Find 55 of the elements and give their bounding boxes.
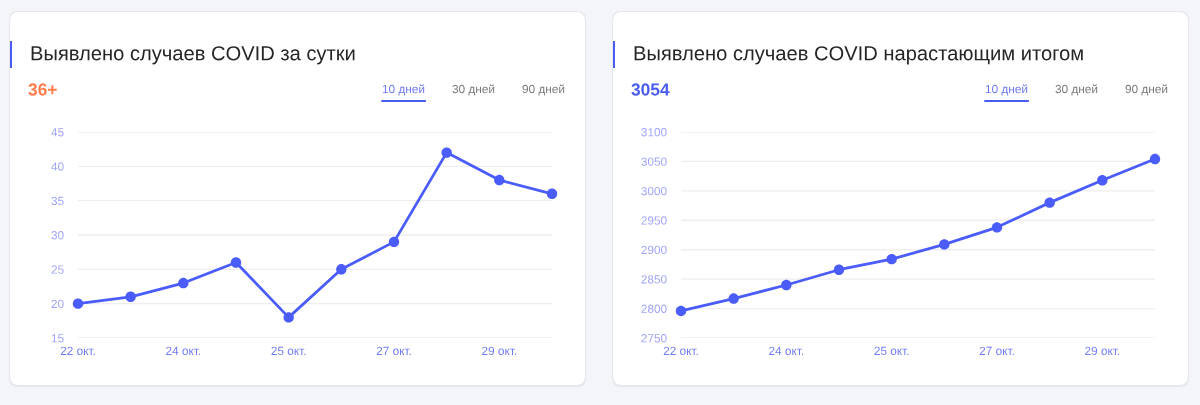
y-tick-label: 35 [51, 196, 64, 206]
x-tick-label: 27 окт. [376, 346, 411, 355]
x-tick-label: 25 окт. [874, 346, 909, 355]
point [72, 298, 84, 309]
point [728, 293, 739, 304]
y-tick-label: 3100 [641, 128, 667, 137]
text: 30 дней [452, 84, 495, 96]
text: 30 дней [1055, 84, 1098, 96]
y-tick-label: 2800 [641, 304, 667, 313]
y-tick-label: 2850 [641, 275, 667, 284]
point [546, 188, 558, 200]
point [991, 222, 1003, 233]
chart-subtitle: 36+ [28, 83, 57, 96]
x-tick-label: 27 окт. [979, 346, 1014, 355]
y-tick-label: 3050 [641, 157, 667, 166]
y-tick-label: 2900 [641, 245, 667, 255]
y-tick-label: 25 [51, 265, 64, 274]
x-tick-label: 24 окт. [769, 346, 804, 355]
x-tick-label: 22 окт. [663, 346, 698, 355]
text: 10 дней [382, 84, 425, 96]
point [441, 147, 452, 158]
chart-subtitle: 3054 [631, 83, 670, 96]
point [178, 277, 189, 289]
point [939, 239, 950, 250]
y-tick-label: 2950 [641, 216, 667, 225]
point [230, 257, 242, 268]
y-tick-label: 45 [51, 128, 64, 137]
y-tick-label: 15 [51, 334, 64, 343]
text: 90 дней [522, 84, 565, 96]
point [1149, 153, 1161, 165]
point [336, 264, 347, 275]
point [1097, 175, 1108, 186]
y-tick-label: 40 [51, 162, 64, 171]
x-tick-label: 29 окт. [482, 346, 517, 355]
text: 10 дней [985, 84, 1028, 96]
x-tick-label: 24 окт. [166, 346, 201, 355]
point [494, 174, 505, 186]
y-tick-label: 2750 [641, 334, 667, 343]
point [886, 253, 897, 265]
y-tick-label: 3000 [641, 186, 667, 196]
point [283, 312, 294, 323]
y-tick-label: 30 [51, 231, 64, 240]
text: 90 дней [1125, 84, 1168, 96]
point [781, 279, 792, 291]
chart-title: Выявлено случаев COVID нарастающим итогом [634, 46, 1083, 65]
x-tick-label: 25 окт. [271, 346, 306, 355]
point [1044, 197, 1055, 208]
point [675, 305, 687, 317]
x-tick-label: 22 окт. [60, 346, 95, 355]
y-tick-label: 20 [51, 299, 64, 309]
point [388, 236, 400, 248]
x-tick-label: 29 окт. [1085, 346, 1120, 355]
point [833, 264, 845, 275]
point [125, 291, 136, 303]
chart-title: Выявлено случаев COVID за сутки [31, 46, 355, 65]
